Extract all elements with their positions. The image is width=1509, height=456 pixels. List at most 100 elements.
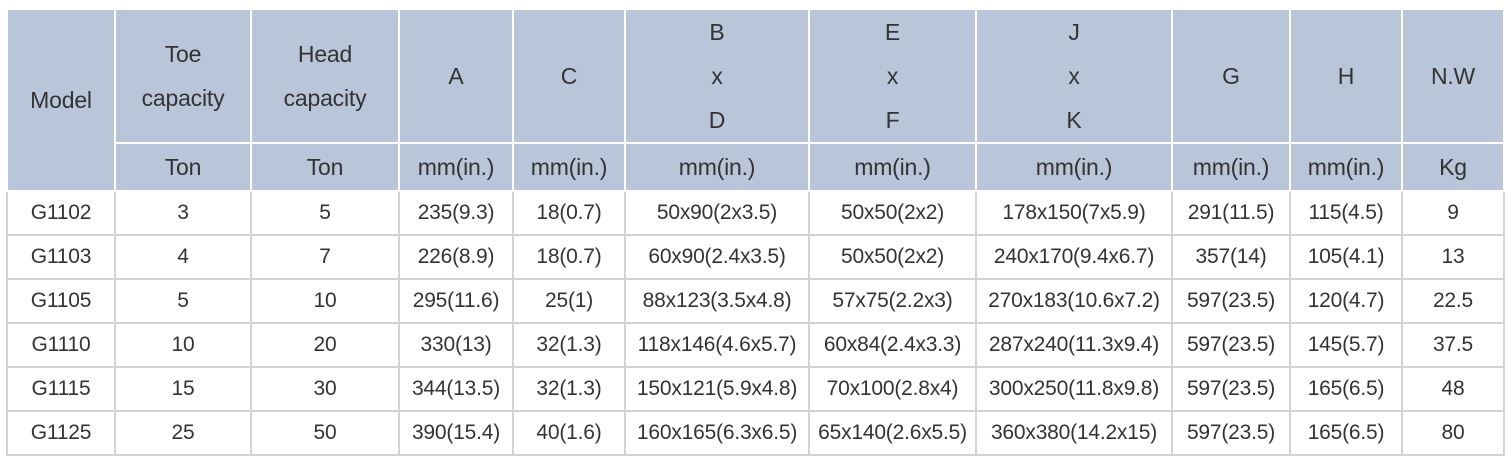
table-row: G1115 15 30 344(13.5) 32(1.3) 150x121(5.9x4.8… [6,366,1505,412]
table-row: G1110 10 20 330(13) 32(1.3) 118x146(4.6x5.7) 6… [6,322,1505,368]
table-cell: 32(1.3) [512,366,626,412]
table-cell: 597(23.5) [1171,366,1291,412]
table-cell: 70x100(2.8x4) [808,366,977,412]
unit-cell: Ton [114,142,252,192]
unit-cell: mm(in.) [512,142,626,192]
header-text: G [1222,63,1240,89]
table-cell: G1110 [6,322,116,368]
header-text: Toe capacity [141,41,225,111]
header-cell: Model [6,8,116,192]
unit-cell: Ton [250,142,400,192]
table-row: G1125 25 50 390(15.4) 40(1.6) 160x165(6.3x6.5… [6,410,1505,456]
table-cell: 5 [250,190,400,236]
table-cell: 3 [114,190,252,236]
table-cell: 160x165(6.3x6.5) [624,410,810,456]
header-cell: B x D [624,8,810,144]
spec-table-wrap: Model Toe capacity Head capacity A C B x D E x… [6,8,1505,456]
header-cell: Toe capacity [114,8,252,144]
table-cell: 32(1.3) [512,322,626,368]
table-row: G1102 3 5 235(9.3) 18(0.7) 50x90(2x3.5) 50x50(… [6,190,1505,236]
header-cell: J x K [975,8,1173,144]
table-cell: 165(6.5) [1289,366,1403,412]
header-cell: N.W [1401,8,1505,144]
table-cell: G1115 [6,366,116,412]
table-cell: 145(5.7) [1289,322,1403,368]
header-cell: E x F [808,8,977,144]
table-cell: 300x250(11.8x9.8) [975,366,1173,412]
table-cell: 178x150(7x5.9) [975,190,1173,236]
table-cell: 270x183(10.6x7.2) [975,278,1173,324]
header-text: J x K [1066,19,1082,133]
table-cell: 65x140(2.6x5.5) [808,410,977,456]
header-text: C [560,63,578,89]
unit-cell: mm(in.) [808,142,977,192]
table-cell: 344(13.5) [398,366,514,412]
table-cell: 357(14) [1171,234,1291,280]
table-cell: 165(6.5) [1289,410,1403,456]
unit-cell: Kg [1401,142,1505,192]
table-cell: 291(11.5) [1171,190,1291,236]
table-cell: 80 [1401,410,1505,456]
table-cell: 20 [250,322,400,368]
table-cell: G1125 [6,410,116,456]
table-cell: 120(4.7) [1289,278,1403,324]
table-cell: 40(1.6) [512,410,626,456]
table-cell: 287x240(11.3x9.4) [975,322,1173,368]
table-cell: 25 [114,410,252,456]
table-cell: 25(1) [512,278,626,324]
table-cell: 118x146(4.6x5.7) [624,322,810,368]
table-cell: 597(23.5) [1171,322,1291,368]
unit-cell: mm(in.) [1171,142,1291,192]
table-cell: 18(0.7) [512,190,626,236]
table-cell: 360x380(14.2x15) [975,410,1173,456]
header-text: B x D [708,19,726,133]
table-cell: 235(9.3) [398,190,514,236]
table-cell: 10 [250,278,400,324]
table-cell: 18(0.7) [512,234,626,280]
table-cell: 115(4.5) [1289,190,1403,236]
table-cell: 48 [1401,366,1505,412]
table-cell: 597(23.5) [1171,278,1291,324]
table-cell: 105(4.1) [1289,234,1403,280]
table-cell: 10 [114,322,252,368]
table-cell: 15 [114,366,252,412]
table-row: G1103 4 7 226(8.9) 18(0.7) 60x90(2.4x3.5) 50x5… [6,234,1505,280]
header-text: H [1337,63,1355,89]
header-cell: C [512,8,626,144]
table-cell: 295(11.6) [398,278,514,324]
table-cell: 37.5 [1401,322,1505,368]
table-cell: 597(23.5) [1171,410,1291,456]
table-cell: 50x90(2x3.5) [624,190,810,236]
table-cell: 150x121(5.9x4.8) [624,366,810,412]
table-cell: 390(15.4) [398,410,514,456]
table-cell: 13 [1401,234,1505,280]
header-cell: Head capacity [250,8,400,144]
table-cell: 50x50(2x2) [808,190,977,236]
table-cell: 57x75(2.2x3) [808,278,977,324]
table-cell: 226(8.9) [398,234,514,280]
table-cell: 50 [250,410,400,456]
table-row: G1105 5 10 295(11.6) 25(1) 88x123(3.5x4.8) 57x… [6,278,1505,324]
header-cell: G [1171,8,1291,144]
header-text: Head capacity [283,41,367,111]
table-cell: 330(13) [398,322,514,368]
unit-cell: mm(in.) [975,142,1173,192]
table-cell: G1103 [6,234,116,280]
table-cell: 240x170(9.4x6.7) [975,234,1173,280]
header-cell: A [398,8,514,144]
table-cell: 50x50(2x2) [808,234,977,280]
unit-cell: mm(in.) [398,142,514,192]
header-text: N.W [1430,63,1476,89]
table-cell: G1105 [6,278,116,324]
table-cell: 60x84(2.4x3.3) [808,322,977,368]
unit-cell: mm(in.) [624,142,810,192]
table-cell: 60x90(2.4x3.5) [624,234,810,280]
table-cell: 30 [250,366,400,412]
table-cell: 7 [250,234,400,280]
page: Model Toe capacity Head capacity A C B x D E x… [6,8,1505,456]
spec-table: Model Toe capacity Head capacity A C B x D E x… [6,8,1505,456]
table-cell: 22.5 [1401,278,1505,324]
table-cell: 9 [1401,190,1505,236]
table-cell: 5 [114,278,252,324]
table-cell: 88x123(3.5x4.8) [624,278,810,324]
